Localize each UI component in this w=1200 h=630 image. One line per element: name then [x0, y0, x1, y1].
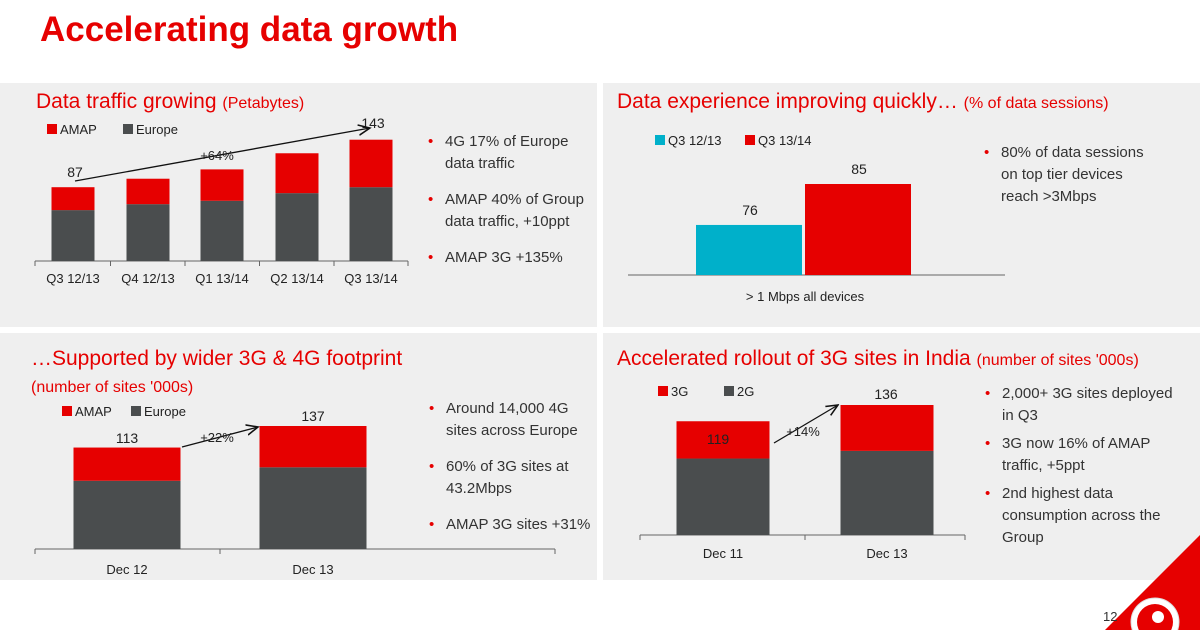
panel-title: Accelerated rollout of 3G sites in India… — [617, 347, 1139, 371]
bar-segment — [349, 139, 393, 188]
x-tick-label: Dec 11 — [703, 546, 743, 561]
bar-segment — [840, 405, 934, 451]
x-tick-label: Q4 12/13 — [121, 271, 175, 286]
legend-label: Q3 12/13 — [668, 133, 722, 148]
panel-subtitle: (Petabytes) — [222, 95, 305, 112]
bar-segment — [676, 458, 770, 535]
legend-label: Q3 13/14 — [758, 133, 812, 148]
bar-segment — [275, 193, 319, 261]
growth-arrow — [181, 427, 258, 448]
legend-swatch — [658, 386, 668, 396]
legend-swatch — [131, 406, 141, 416]
x-tick-label: Dec 13 — [866, 546, 907, 561]
growth-arrow — [773, 405, 838, 444]
panel-title: Data traffic growing (Petabytes) — [36, 90, 304, 114]
total-label: 87 — [67, 164, 83, 180]
bar-segment — [51, 210, 95, 261]
legend-label: 3G — [671, 384, 688, 399]
bar-segment — [275, 153, 319, 194]
bar-segment — [259, 426, 367, 468]
bullet: 4G 17% of Europe data traffic — [428, 131, 593, 175]
bar — [696, 224, 802, 275]
legend-label: 2G — [737, 384, 754, 399]
panel-title: …Supported by wider 3G & 4G footprint — [31, 347, 402, 371]
total-label: 137 — [301, 408, 325, 424]
bullet-list: 4G 17% of Europe data traffic AMAP 40% o… — [428, 131, 593, 283]
bullet: 2nd highest data consumption across the … — [985, 483, 1185, 549]
legend-swatch — [745, 135, 755, 145]
legend-label: AMAP — [60, 122, 97, 137]
panel-title-text: Data traffic growing — [36, 90, 217, 113]
panel-title-text: Data experience improving quickly… — [617, 90, 958, 113]
data-label: 85 — [851, 161, 867, 177]
bullet: 3G now 16% of AMAP traffic, +5ppt — [985, 433, 1185, 477]
growth-arrow — [74, 128, 370, 182]
bullet: Around 14,000 4G sites across Europe — [429, 398, 594, 442]
legend-swatch — [62, 406, 72, 416]
bullet: AMAP 3G sites +31% — [429, 514, 594, 536]
legend-label: AMAP — [75, 404, 112, 419]
legend-swatch — [47, 124, 57, 134]
bar-segment — [840, 450, 934, 535]
panel-subtitle: (% of data sessions) — [963, 95, 1109, 112]
bar-segment — [676, 421, 770, 459]
growth-annotation: +64% — [200, 148, 234, 163]
legend-swatch — [724, 386, 734, 396]
bar-segment — [51, 187, 95, 211]
bullet-list: 2,000+ 3G sites deployed in Q3 3G now 16… — [985, 383, 1185, 563]
legend-label: Europe — [136, 122, 178, 137]
bar — [805, 184, 911, 275]
bar-segment — [126, 204, 170, 261]
bar-segment — [126, 178, 170, 205]
x-tick-label: Dec 13 — [292, 562, 333, 577]
legend-swatch — [655, 135, 665, 145]
page-title: Accelerating data growth — [40, 10, 459, 49]
total-label: 119 — [707, 431, 730, 447]
data-label: 76 — [742, 202, 758, 218]
panel-title-text: Accelerated rollout of 3G sites in India — [617, 347, 971, 370]
bullet: 60% of 3G sites at 43.2Mbps — [429, 456, 594, 500]
x-tick-label: Q3 13/14 — [344, 271, 398, 286]
x-tick-label: > 1 Mbps all devices — [746, 289, 865, 304]
panel-subtitle-text: (number of sites '000s) — [31, 379, 194, 396]
bullet: AMAP 3G +135% — [428, 247, 593, 269]
panel-subtitle: (number of sites '000s) — [976, 352, 1139, 369]
x-tick-label: Q2 13/14 — [270, 271, 324, 286]
bullet: 80% of data sessions on top tier devices… — [984, 142, 1164, 208]
bullet: AMAP 40% of Group data traffic, +10ppt — [428, 189, 593, 233]
x-tick-label: Q1 13/14 — [195, 271, 249, 286]
panel-subtitle: (number of sites '000s) — [31, 374, 193, 398]
total-label: 136 — [874, 386, 898, 402]
x-tick-label: Dec 12 — [106, 562, 147, 577]
corner-accent — [1105, 535, 1200, 630]
bar-segment — [200, 200, 244, 261]
panel-title: Data experience improving quickly… (% of… — [617, 90, 1109, 114]
growth-annotation: +22% — [200, 430, 234, 445]
panel-title-text: …Supported by wider 3G & 4G footprint — [31, 347, 403, 370]
bar-segment — [200, 169, 244, 201]
total-label: 113 — [116, 430, 139, 446]
bullet-list: 80% of data sessions on top tier devices… — [984, 142, 1164, 222]
vodafone-logo — [1130, 597, 1180, 630]
page-number: 12 — [1103, 609, 1118, 624]
x-tick-label: Q3 12/13 — [46, 271, 100, 286]
bar-segment — [259, 467, 367, 549]
growth-annotation: +14% — [786, 424, 820, 439]
legend-label: Europe — [144, 404, 186, 419]
bullet-list: Around 14,000 4G sites across Europe 60%… — [429, 398, 594, 550]
bar-segment — [349, 187, 393, 261]
bullet: 2,000+ 3G sites deployed in Q3 — [985, 383, 1185, 427]
bar-segment — [73, 447, 181, 481]
legend-swatch — [123, 124, 133, 134]
bar-segment — [73, 480, 181, 549]
